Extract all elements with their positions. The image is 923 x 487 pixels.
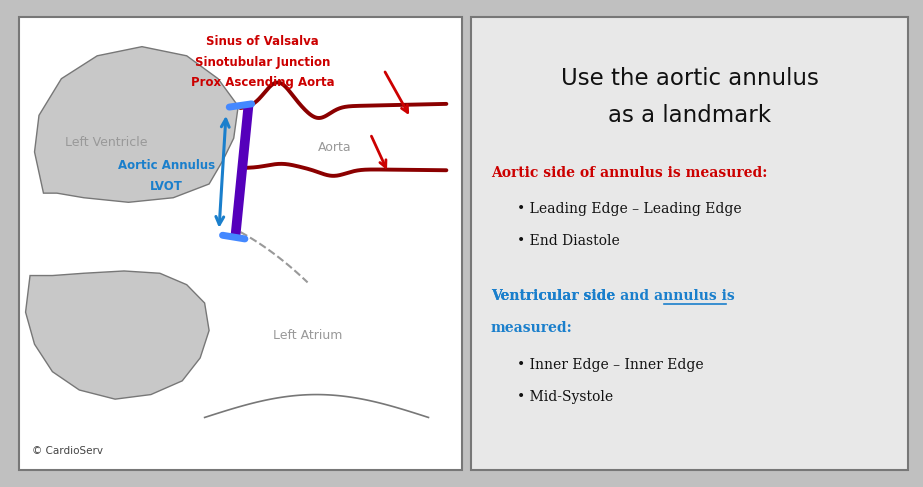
FancyBboxPatch shape xyxy=(18,17,462,470)
Text: • End Diastole: • End Diastole xyxy=(518,234,620,248)
Polygon shape xyxy=(34,47,238,202)
Text: Sinus of Valsalva: Sinus of Valsalva xyxy=(207,35,319,48)
Text: Use the aortic annulus: Use the aortic annulus xyxy=(560,67,819,90)
Text: • Leading Edge – Leading Edge: • Leading Edge – Leading Edge xyxy=(518,202,742,216)
Text: as a landmark: as a landmark xyxy=(608,104,771,127)
Text: Left Ventricle: Left Ventricle xyxy=(65,136,148,150)
Polygon shape xyxy=(26,271,210,399)
Text: LVOT: LVOT xyxy=(150,180,183,193)
Text: Aortic side of annulus is measured:: Aortic side of annulus is measured: xyxy=(491,166,767,180)
Text: Prox Ascending Aorta: Prox Ascending Aorta xyxy=(191,76,335,90)
Text: Ventricular side: Ventricular side xyxy=(491,289,620,303)
Text: Ventricular side and annulus is: Ventricular side and annulus is xyxy=(491,289,735,303)
Text: Aorta: Aorta xyxy=(318,141,352,154)
Text: • Inner Edge – Inner Edge: • Inner Edge – Inner Edge xyxy=(518,358,704,372)
Text: Left Atrium: Left Atrium xyxy=(273,329,342,341)
FancyBboxPatch shape xyxy=(471,17,908,470)
Text: Aortic Annulus: Aortic Annulus xyxy=(118,159,215,172)
Text: measured:: measured: xyxy=(491,321,572,335)
Text: • Mid-Systole: • Mid-Systole xyxy=(518,390,614,404)
Text: © CardioServ: © CardioServ xyxy=(32,447,103,456)
Text: Sinotubular Junction: Sinotubular Junction xyxy=(195,56,330,69)
